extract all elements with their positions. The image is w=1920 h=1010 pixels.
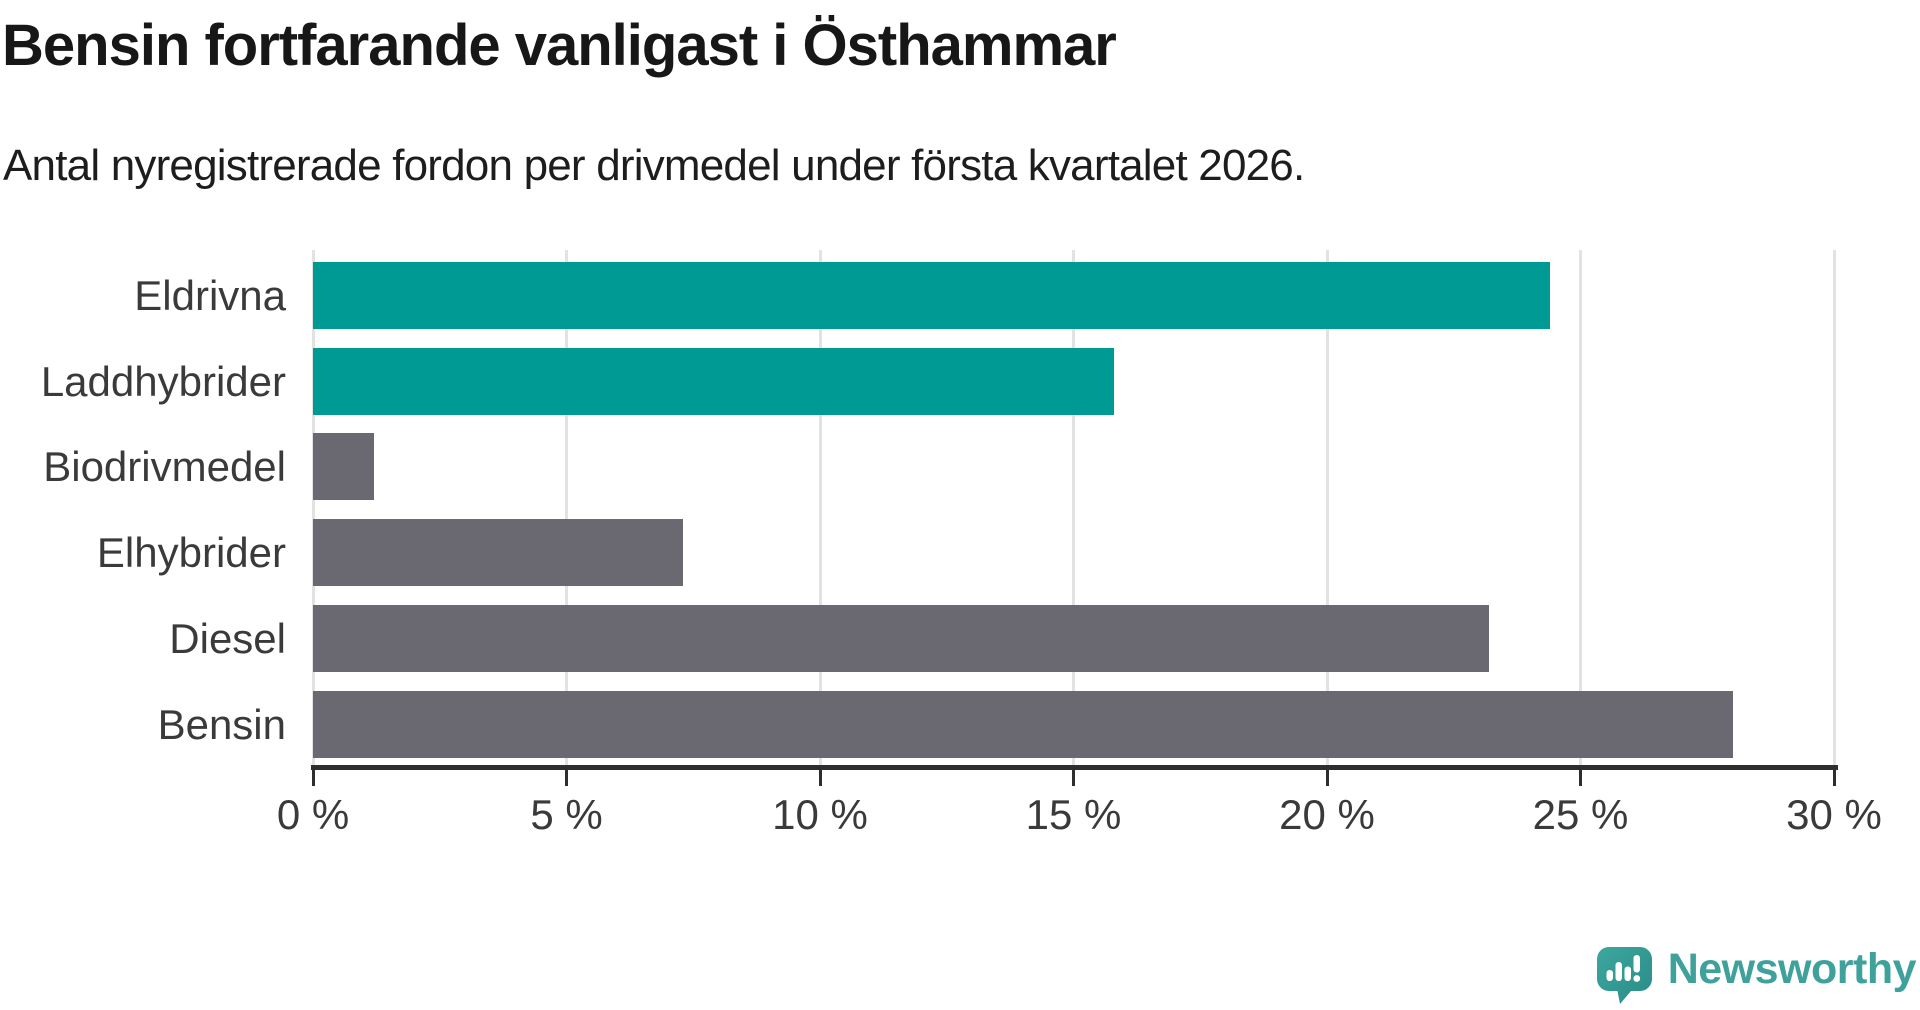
x-axis-tick bbox=[1325, 770, 1329, 786]
bar-elhybrider bbox=[313, 519, 684, 587]
newsworthy-logo: Newsworthy bbox=[1596, 945, 1917, 1004]
x-axis-tick bbox=[818, 770, 822, 786]
bar-bensin bbox=[313, 690, 1733, 758]
chart-subtitle: Antal nyregistrerade fordon per drivmede… bbox=[3, 141, 1305, 190]
x-axis-tick bbox=[311, 770, 315, 786]
x-axis-tick-label: 25 % bbox=[1532, 791, 1629, 838]
x-axis-tick-label: 10 % bbox=[772, 791, 868, 838]
bar-diesel bbox=[313, 604, 1490, 672]
gridline bbox=[1832, 250, 1836, 765]
x-axis-tick-label: 15 % bbox=[1025, 791, 1122, 838]
category-label: Elhybrider bbox=[96, 529, 286, 577]
gridline bbox=[565, 250, 568, 765]
x-axis-tick-label: 20 % bbox=[1279, 791, 1375, 838]
gridline bbox=[1325, 250, 1329, 765]
bar-biodrivmedel bbox=[313, 433, 374, 501]
gridline bbox=[1579, 250, 1582, 765]
x-axis-tick-label: 0 % bbox=[276, 791, 350, 838]
category-label: Biodrivmedel bbox=[43, 443, 286, 491]
bar-eldrivna bbox=[313, 262, 1551, 329]
x-axis-tick-label: 30 % bbox=[1786, 791, 1882, 838]
category-label: Eldrivna bbox=[134, 272, 286, 319]
x-axis-tick bbox=[1832, 770, 1836, 786]
plot-area: Eldrivna Laddhybrider Biodrivmedel Elhybrid… bbox=[41, 250, 1882, 838]
chart-title: Bensin fortfarande vanligast i Östhammar bbox=[2, 13, 1117, 78]
gridline bbox=[311, 250, 315, 765]
gridline bbox=[1072, 250, 1075, 765]
x-axis-tick bbox=[565, 770, 568, 786]
category-label: Laddhybrider bbox=[40, 357, 286, 405]
newsworthy-icon bbox=[1596, 947, 1652, 1004]
category-label: Bensin bbox=[157, 700, 286, 748]
newsworthy-logo-text: Newsworthy bbox=[1667, 945, 1917, 993]
category-label: Diesel bbox=[169, 614, 286, 662]
x-axis-line bbox=[311, 765, 1838, 770]
x-axis-tick bbox=[1072, 770, 1075, 786]
x-axis-tick bbox=[1579, 770, 1582, 786]
x-axis-tick-label: 5 % bbox=[530, 791, 603, 838]
bar-laddhybrider bbox=[313, 347, 1115, 415]
gridline bbox=[818, 250, 822, 765]
